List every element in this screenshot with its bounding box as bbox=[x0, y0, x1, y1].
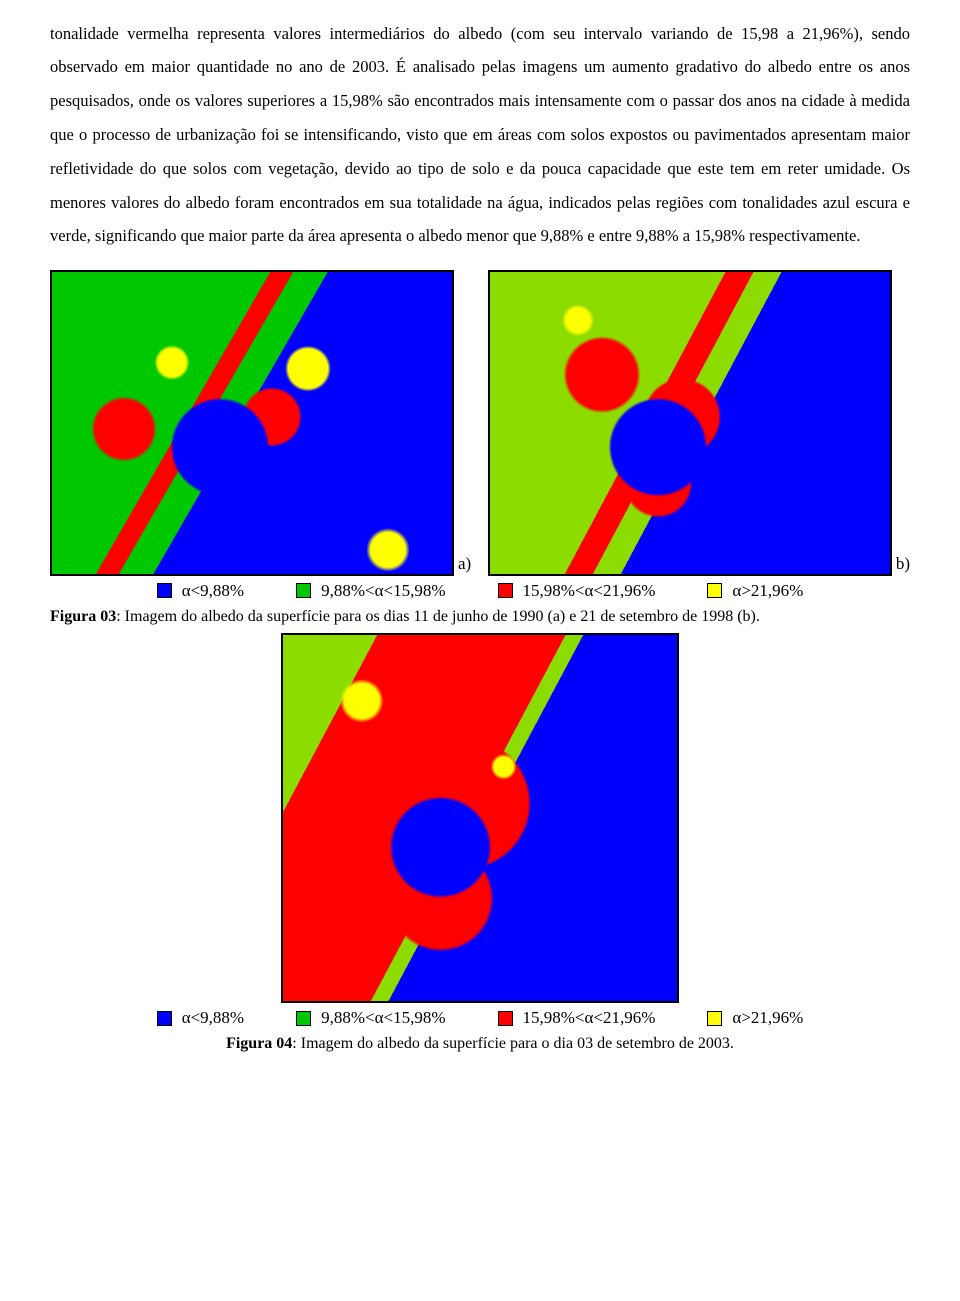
figure03-row: a) b) bbox=[50, 270, 910, 576]
legend-label: α>21,96% bbox=[732, 580, 803, 602]
legend-label: 9,88%<α<15,98% bbox=[321, 1007, 445, 1029]
figure03-panel-b: b) bbox=[488, 270, 910, 576]
swatch-icon bbox=[157, 583, 172, 598]
swatch-icon bbox=[296, 583, 311, 598]
legend-item: 9,88%<α<15,98% bbox=[296, 1007, 445, 1029]
albedo-map-2003 bbox=[281, 633, 679, 1003]
legend-label: 15,98%<α<21,96% bbox=[523, 580, 656, 602]
legend-label: α<9,88% bbox=[182, 1007, 244, 1029]
swatch-icon bbox=[498, 583, 513, 598]
legend-item: α<9,88% bbox=[157, 580, 244, 602]
panel-tag-b: b) bbox=[896, 555, 910, 576]
legend-item: 15,98%<α<21,96% bbox=[498, 580, 656, 602]
figure04-caption: Figura 04: Imagem do albedo da superfíci… bbox=[96, 1033, 864, 1055]
swatch-icon bbox=[707, 1011, 722, 1026]
legend-label: 15,98%<α<21,96% bbox=[523, 1007, 656, 1029]
caption-text: : Imagem do albedo da superfície para o … bbox=[292, 1035, 734, 1052]
page: tonalidade vermelha representa valores i… bbox=[0, 17, 960, 1098]
albedo-map-1998 bbox=[488, 270, 892, 576]
caption-text: : Imagem do albedo da superfície para os… bbox=[116, 608, 760, 625]
legend-fig03: α<9,88% 9,88%<α<15,98% 15,98%<α<21,96% α… bbox=[50, 580, 910, 602]
swatch-icon bbox=[296, 1011, 311, 1026]
body-paragraph: tonalidade vermelha representa valores i… bbox=[50, 17, 910, 254]
legend-item: α>21,96% bbox=[707, 580, 803, 602]
legend-label: α>21,96% bbox=[732, 1007, 803, 1029]
legend-item: α<9,88% bbox=[157, 1007, 244, 1029]
albedo-map-1990 bbox=[50, 270, 454, 576]
panel-tag-a: a) bbox=[458, 555, 471, 576]
figure03-caption: Figura 03: Imagem do albedo da superfíci… bbox=[50, 606, 910, 628]
legend-item: 9,88%<α<15,98% bbox=[296, 580, 445, 602]
swatch-icon bbox=[498, 1011, 513, 1026]
figure04-row bbox=[50, 633, 910, 1003]
figure03-panel-a: a) bbox=[50, 270, 471, 576]
legend-label: α<9,88% bbox=[182, 580, 244, 602]
legend-fig04: α<9,88% 9,88%<α<15,98% 15,98%<α<21,96% α… bbox=[50, 1007, 910, 1029]
caption-label: Figura 04 bbox=[226, 1035, 292, 1052]
caption-label: Figura 03 bbox=[50, 608, 116, 625]
legend-item: 15,98%<α<21,96% bbox=[498, 1007, 656, 1029]
legend-label: 9,88%<α<15,98% bbox=[321, 580, 445, 602]
legend-item: α>21,96% bbox=[707, 1007, 803, 1029]
swatch-icon bbox=[707, 583, 722, 598]
swatch-icon bbox=[157, 1011, 172, 1026]
